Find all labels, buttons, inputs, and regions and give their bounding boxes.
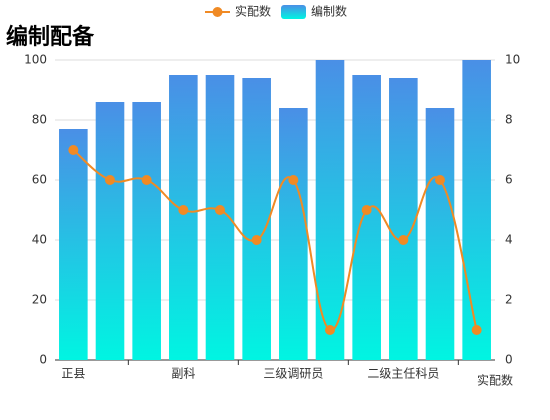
bar <box>169 75 198 360</box>
line-point <box>68 145 79 155</box>
y2-tick-label: 4 <box>505 233 513 247</box>
bar <box>59 129 88 360</box>
line-point <box>141 175 152 185</box>
line-point <box>251 235 262 245</box>
bar <box>425 108 455 360</box>
x-tick-label: 二级主任科员 <box>367 367 439 381</box>
bar <box>132 102 161 360</box>
line-point <box>178 205 189 215</box>
line-point <box>398 235 409 245</box>
line-point <box>105 175 115 185</box>
y2-tick-label: 10 <box>505 53 520 67</box>
bar <box>279 108 308 360</box>
line-point <box>361 205 372 215</box>
legend-label: 实配数 <box>235 4 271 19</box>
bar <box>242 78 271 360</box>
y2-tick-label: 6 <box>505 173 513 187</box>
y-tick-label: 80 <box>32 113 47 127</box>
x-tick-label: 正县 <box>61 367 85 381</box>
x-tick-label: 三级调研员 <box>263 367 323 381</box>
line-point <box>435 175 445 185</box>
y-tick-label: 100 <box>24 53 47 67</box>
line-point <box>471 325 482 335</box>
legend-icon <box>281 5 306 19</box>
legend-label: 编制数 <box>311 4 347 19</box>
x-axis-label: 实配数 <box>477 373 513 388</box>
line-point <box>288 175 299 185</box>
bar <box>462 60 491 360</box>
chart-title: 编制配备 <box>6 24 95 50</box>
line <box>72 149 478 332</box>
x-tick-label: 副科 <box>171 367 195 381</box>
y-tick-label: 20 <box>32 293 47 307</box>
y-tick-label: 0 <box>39 353 47 367</box>
line-point <box>325 325 335 335</box>
y-tick-label: 40 <box>32 233 47 247</box>
y2-tick-label: 8 <box>505 113 513 127</box>
bar <box>352 75 381 360</box>
y-tick-label: 60 <box>32 173 47 187</box>
bar <box>95 102 125 360</box>
line-point <box>215 205 225 215</box>
y2-tick-label: 0 <box>505 353 513 367</box>
bar <box>389 78 418 360</box>
y2-tick-label: 2 <box>505 293 513 307</box>
legend-icon <box>212 7 223 17</box>
